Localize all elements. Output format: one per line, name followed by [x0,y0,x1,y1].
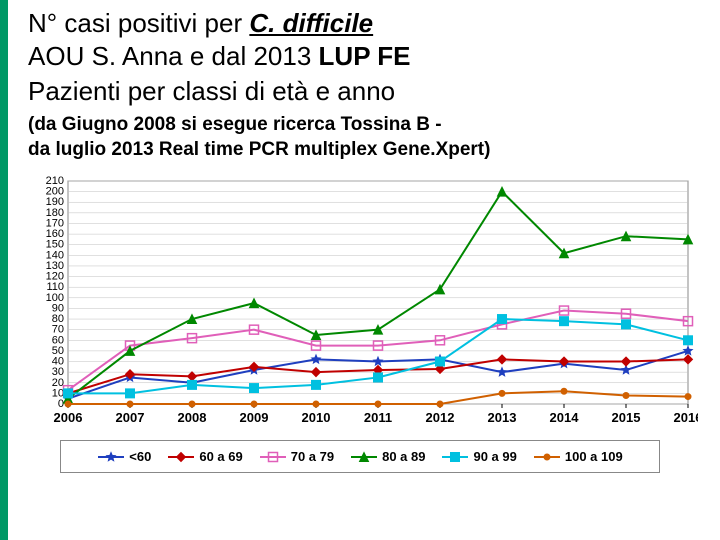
svg-text:160: 160 [46,228,64,240]
svg-text:2009: 2009 [240,410,269,425]
svg-text:2011: 2011 [364,410,392,425]
legend-label: 100 a 109 [565,449,623,464]
svg-text:2015: 2015 [612,410,641,425]
title-line-2: AOU S. Anna e dal 2013 LUP FE [28,41,700,72]
svg-text:2013: 2013 [488,410,517,425]
svg-text:80: 80 [52,313,64,325]
accent-bar [0,0,8,540]
legend-item: 60 a 69 [167,449,242,464]
svg-text:50: 50 [52,345,64,357]
title2-bold: LUP FE [319,41,411,71]
svg-text:120: 120 [46,271,64,283]
legend-item: 70 a 79 [259,449,334,464]
svg-text:190: 190 [46,197,64,209]
svg-text:150: 150 [46,239,64,251]
legend-item: 100 a 109 [533,449,623,464]
legend-label: 80 a 89 [382,449,425,464]
title-line-1: N° casi positivi per C. difficile [28,8,700,39]
note: (da Giugno 2008 si esegue ricerca Tossin… [28,113,700,162]
header: N° casi positivi per C. difficile AOU S.… [0,0,720,166]
legend-label: 70 a 79 [291,449,334,464]
svg-text:100: 100 [46,292,64,304]
svg-text:210: 210 [46,176,64,187]
chart: 0102030405060708090100110120130140150160… [28,176,698,436]
svg-text:40: 40 [52,356,64,368]
legend: <60 60 a 69 70 a 79 80 a 89 90 a 99 100 a 109 [60,440,660,473]
svg-text:140: 140 [46,250,64,262]
legend-item: 90 a 99 [441,449,516,464]
legend-label: 60 a 69 [199,449,242,464]
title-pre: N° casi positivi per [28,8,249,38]
svg-text:170: 170 [46,218,64,230]
svg-text:2010: 2010 [302,410,331,425]
svg-text:110: 110 [46,282,64,294]
note-line-1: (da Giugno 2008 si esegue ricerca Tossin… [28,114,442,135]
svg-text:2016: 2016 [674,410,698,425]
svg-text:2014: 2014 [550,410,580,425]
svg-text:70: 70 [52,324,64,336]
svg-text:2008: 2008 [178,410,207,425]
legend-label: 90 a 99 [473,449,516,464]
svg-text:60: 60 [52,335,64,347]
svg-text:200: 200 [46,186,64,198]
svg-text:30: 30 [52,367,64,379]
svg-text:2012: 2012 [426,410,455,425]
svg-text:2007: 2007 [116,410,145,425]
svg-text:90: 90 [52,303,64,315]
svg-text:10: 10 [52,388,64,400]
svg-text:2006: 2006 [54,410,83,425]
svg-text:0: 0 [58,398,64,410]
title2-pre: AOU S. Anna e dal 2013 [28,41,319,71]
title-emph: C. difficile [249,8,373,38]
title-line-3: Pazienti per classi di età e anno [28,76,700,107]
chart-svg: 0102030405060708090100110120130140150160… [28,176,698,436]
note-line-2: da luglio 2013 Real time PCR multiplex G… [28,139,490,160]
svg-text:20: 20 [52,377,64,389]
svg-text:130: 130 [46,260,64,272]
legend-label: <60 [129,449,151,464]
svg-text:180: 180 [46,207,64,219]
legend-item: 80 a 89 [350,449,425,464]
legend-item: <60 [97,449,151,464]
